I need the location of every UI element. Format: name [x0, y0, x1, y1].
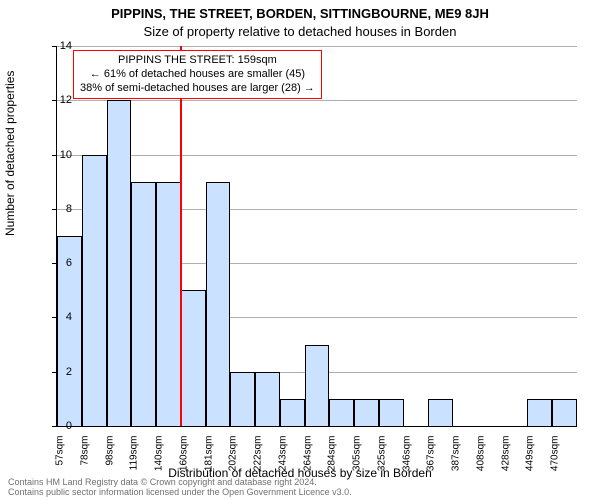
- histogram-bar: [181, 290, 206, 426]
- y-tick-label: 6: [42, 257, 72, 269]
- title-sub: Size of property relative to detached ho…: [0, 24, 600, 39]
- gridline: [57, 100, 577, 101]
- gridline: [57, 46, 577, 47]
- histogram-bar: [280, 399, 305, 426]
- y-tick-mark: [52, 426, 56, 427]
- chart-container: PIPPINS, THE STREET, BORDEN, SITTINGBOUR…: [0, 0, 600, 500]
- y-tick-mark: [52, 372, 56, 373]
- histogram-bar: [305, 345, 330, 426]
- histogram-bar: [131, 182, 156, 426]
- histogram-bar: [329, 399, 354, 426]
- histogram-bar: [82, 155, 107, 426]
- title-main: PIPPINS, THE STREET, BORDEN, SITTINGBOUR…: [0, 6, 600, 21]
- y-tick-mark: [52, 209, 56, 210]
- histogram-bar: [379, 399, 404, 426]
- annotation-line: ← 61% of detached houses are smaller (45…: [80, 68, 315, 82]
- y-tick-label: 8: [42, 203, 72, 215]
- histogram-bar: [428, 399, 453, 426]
- footer-attribution: Contains HM Land Registry data © Crown c…: [8, 478, 352, 498]
- histogram-bar: [230, 372, 255, 426]
- y-tick-mark: [52, 317, 56, 318]
- histogram-bar: [156, 182, 181, 426]
- histogram-bar: [206, 182, 231, 426]
- y-tick-label: 4: [42, 311, 72, 323]
- gridline: [57, 155, 577, 156]
- footer-line2: Contains public sector information licen…: [8, 488, 352, 498]
- y-tick-mark: [52, 155, 56, 156]
- annotation-line: 38% of semi-detached houses are larger (…: [80, 82, 315, 96]
- y-tick-label: 0: [42, 420, 72, 432]
- histogram-bar: [354, 399, 379, 426]
- y-tick-mark: [52, 100, 56, 101]
- y-tick-mark: [52, 263, 56, 264]
- histogram-bar: [107, 100, 132, 426]
- annotation-box: PIPPINS THE STREET: 159sqm← 61% of detac…: [73, 50, 322, 99]
- y-tick-label: 2: [42, 366, 72, 378]
- histogram-bar: [255, 372, 280, 426]
- histogram-bar: [552, 399, 577, 426]
- marker-line: [180, 46, 182, 426]
- y-tick-label: 14: [42, 40, 72, 52]
- y-tick-label: 12: [42, 94, 72, 106]
- plot-area: PIPPINS THE STREET: 159sqm← 61% of detac…: [56, 46, 577, 427]
- histogram-bar: [527, 399, 552, 426]
- y-axis-label: Number of detached properties: [3, 71, 17, 236]
- y-tick-mark: [52, 46, 56, 47]
- y-tick-label: 10: [42, 149, 72, 161]
- annotation-line: PIPPINS THE STREET: 159sqm: [80, 54, 315, 68]
